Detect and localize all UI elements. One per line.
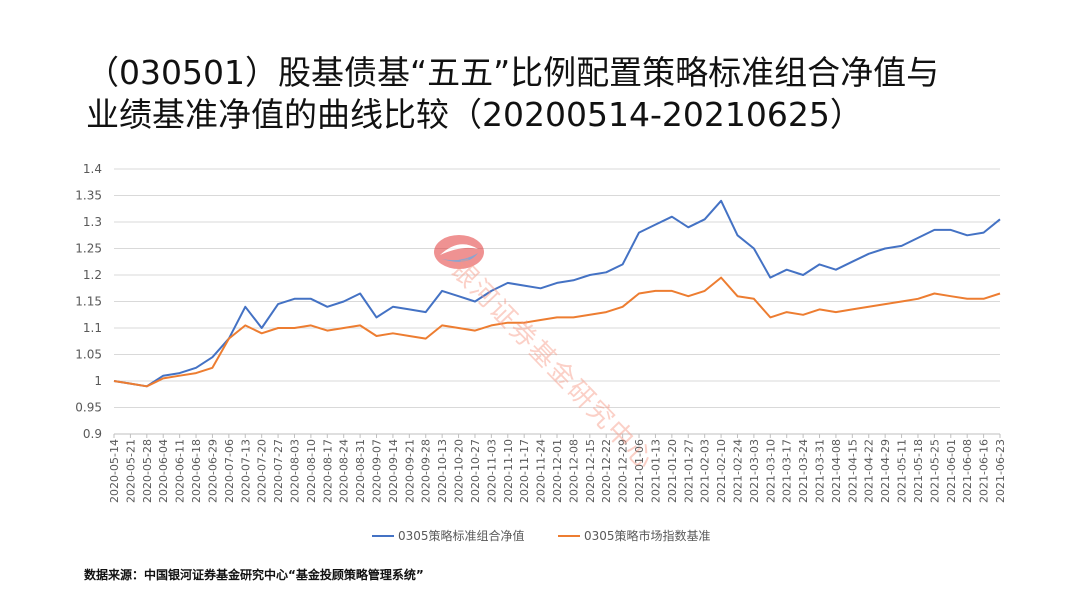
chart-title: （030501）股基债基“五五”比例配置策略标准组合净值与 业绩基准净值的曲线比… bbox=[86, 52, 1046, 136]
y-tick-label: 1.1 bbox=[83, 321, 102, 335]
x-tick-label: 2021-01-13 bbox=[649, 439, 662, 503]
x-tick-label: 2020-10-13 bbox=[436, 439, 449, 503]
x-tick-label: 2020-09-21 bbox=[403, 439, 416, 503]
x-tick-label: 2020-08-03 bbox=[288, 439, 301, 503]
x-tick-label: 2021-06-08 bbox=[961, 439, 974, 503]
x-tick-label: 2021-03-31 bbox=[814, 439, 827, 503]
legend-label-2: 0305策略市场指数基准 bbox=[584, 528, 711, 543]
x-tick-label: 2020-12-15 bbox=[584, 439, 597, 503]
x-tick-label: 2020-09-07 bbox=[371, 439, 384, 503]
x-tick-label: 2021-03-03 bbox=[748, 439, 761, 503]
x-tick-label: 2020-05-28 bbox=[141, 439, 154, 503]
x-tick-label: 2021-02-10 bbox=[715, 439, 728, 503]
y-tick-label: 1.4 bbox=[83, 162, 102, 176]
x-tick-label: 2021-05-25 bbox=[928, 439, 941, 503]
x-tick-label: 2021-04-08 bbox=[830, 439, 843, 503]
x-tick-label: 2020-07-20 bbox=[256, 439, 269, 503]
chart-title-line-2: 业绩基准净值的曲线比较（20200514-20210625） bbox=[86, 95, 863, 134]
line-chart: 0.9 0.95 1 1.05 1.1 1.15 1.2 1.25 1.3 1.35 1.4 2020… bbox=[75, 162, 1007, 543]
x-tick-label: 2021-03-10 bbox=[764, 439, 777, 503]
x-tick-label: 2020-05-14 bbox=[108, 439, 121, 503]
x-tick-label: 2020-07-13 bbox=[239, 439, 252, 503]
x-tick-label: 2021-03-17 bbox=[781, 439, 794, 503]
y-tick-label: 1.35 bbox=[75, 189, 102, 203]
x-tick-label: 2021-06-16 bbox=[978, 439, 991, 503]
x-tick-label: 2020-11-24 bbox=[535, 439, 548, 503]
x-tick-label: 2021-02-24 bbox=[731, 439, 744, 503]
legend-label-1: 0305策略标准组合净值 bbox=[398, 528, 525, 543]
y-tick-label: 1 bbox=[94, 374, 102, 388]
y-tick-label: 1.15 bbox=[75, 295, 102, 309]
y-tick-label: 0.9 bbox=[83, 427, 102, 441]
x-tick-label: 2020-06-29 bbox=[206, 439, 219, 503]
x-tick-label: 2021-05-18 bbox=[912, 439, 925, 503]
series-line-2 bbox=[113, 276, 1001, 388]
x-tick-label: 2020-10-27 bbox=[469, 439, 482, 503]
data-source-note: 数据来源：中国银河证券基金研究中心“基金投顾策略管理系统” bbox=[84, 568, 424, 582]
x-tick-label: 2020-11-10 bbox=[502, 439, 515, 503]
x-tick-label: 2020-07-06 bbox=[223, 439, 236, 503]
x-tick-label: 2020-08-31 bbox=[354, 439, 367, 503]
x-tick-label: 2021-05-11 bbox=[896, 439, 909, 503]
x-tick-label: 2021-04-29 bbox=[879, 439, 892, 503]
x-tick-label: 2020-09-28 bbox=[420, 439, 433, 503]
x-tick-label: 2021-01-27 bbox=[682, 439, 695, 503]
x-tick-label: 2020-08-17 bbox=[321, 439, 334, 503]
chart-title-line-1: （030501）股基债基“五五”比例配置策略标准组合净值与 bbox=[86, 53, 940, 92]
x-tick-label: 2020-09-14 bbox=[387, 439, 400, 503]
x-tick-label: 2020-08-24 bbox=[338, 439, 351, 503]
x-tick-label: 2021-01-06 bbox=[633, 439, 646, 503]
x-tick-label: 2021-02-03 bbox=[699, 439, 712, 503]
y-tick-label: 1.3 bbox=[83, 215, 102, 229]
x-tick-label: 2020-07-27 bbox=[272, 439, 285, 503]
x-tick-label: 2020-12-29 bbox=[617, 439, 630, 503]
x-tick-label: 2021-06-01 bbox=[945, 439, 958, 503]
x-tick-label: 2020-08-10 bbox=[305, 439, 318, 503]
x-tick-label: 2020-06-04 bbox=[157, 439, 170, 503]
y-tick-label: 1.25 bbox=[75, 242, 102, 256]
y-tick-label: 1.05 bbox=[75, 348, 102, 362]
x-tick-label: 2020-06-11 bbox=[174, 439, 187, 503]
y-tick-label: 1.2 bbox=[83, 268, 102, 282]
x-tick-label: 2020-12-08 bbox=[567, 439, 580, 503]
x-tick-label: 2021-01-20 bbox=[666, 439, 679, 503]
series-line-1 bbox=[113, 199, 1001, 388]
x-tick-label: 2020-11-17 bbox=[518, 439, 531, 503]
x-tick-label: 2020-06-18 bbox=[190, 439, 203, 503]
x-tick-label: 2020-11-03 bbox=[485, 439, 498, 503]
x-tick-label: 2021-04-22 bbox=[863, 439, 876, 503]
x-tick-label: 2021-06-23 bbox=[994, 439, 1007, 503]
x-tick-label: 2021-04-15 bbox=[846, 439, 859, 503]
y-tick-label: 0.95 bbox=[75, 401, 102, 415]
x-tick-label: 2020-12-01 bbox=[551, 439, 564, 503]
x-tick-label: 2020-05-21 bbox=[124, 439, 137, 503]
x-tick-label: 2021-03-24 bbox=[797, 439, 810, 503]
galaxy-securities-logo-icon bbox=[434, 235, 484, 269]
x-tick-label: 2020-10-20 bbox=[453, 439, 466, 503]
x-tick-label: 2020-12-22 bbox=[600, 439, 613, 503]
